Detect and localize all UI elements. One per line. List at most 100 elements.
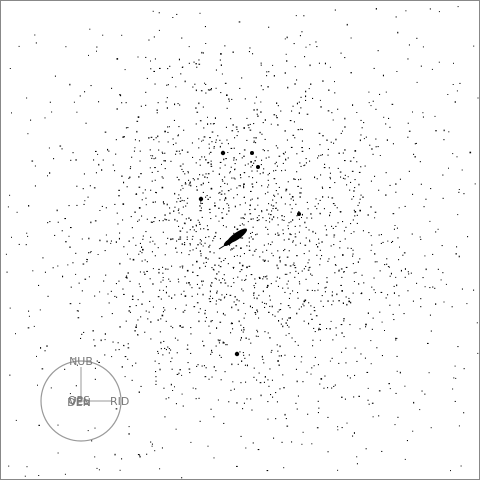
star — [328, 258, 330, 260]
star — [162, 272, 164, 274]
star — [250, 342, 252, 344]
star — [211, 267, 213, 269]
star — [157, 319, 159, 321]
star — [358, 395, 360, 397]
star — [324, 225, 326, 227]
star — [294, 236, 297, 238]
star — [175, 142, 177, 144]
star — [75, 159, 77, 161]
star — [264, 306, 266, 308]
compass-center-label-3: OPS — [68, 394, 90, 407]
star — [218, 279, 220, 281]
star — [236, 465, 238, 467]
star — [231, 248, 233, 250]
star — [192, 235, 194, 237]
star — [141, 252, 143, 254]
star — [253, 162, 255, 164]
star — [200, 243, 202, 245]
star — [158, 363, 160, 365]
star — [88, 276, 90, 278]
star — [414, 156, 416, 158]
star — [389, 388, 391, 390]
star — [338, 269, 340, 271]
star — [188, 368, 191, 370]
star — [324, 291, 326, 293]
star — [140, 105, 142, 107]
star — [442, 272, 444, 274]
star — [238, 21, 241, 23]
star — [244, 357, 246, 359]
star — [308, 250, 310, 252]
star — [128, 426, 130, 428]
bright-star — [256, 165, 260, 169]
star — [243, 402, 245, 404]
star — [226, 94, 228, 96]
star — [52, 267, 54, 269]
star — [186, 348, 189, 350]
star — [254, 208, 256, 210]
star — [154, 243, 156, 245]
star — [333, 385, 335, 387]
star — [162, 289, 164, 291]
star — [412, 430, 414, 432]
star — [407, 58, 409, 60]
star — [201, 365, 203, 367]
star — [243, 253, 245, 255]
star — [179, 165, 182, 167]
star — [318, 242, 320, 244]
star — [349, 160, 352, 162]
star — [295, 15, 297, 17]
star — [200, 201, 202, 203]
star — [189, 243, 191, 245]
star — [179, 153, 181, 155]
star — [293, 121, 295, 123]
star — [176, 352, 178, 354]
star — [257, 115, 259, 117]
star — [202, 174, 204, 176]
star — [272, 205, 275, 207]
star — [422, 46, 424, 48]
star — [145, 91, 147, 93]
star — [389, 126, 391, 128]
star — [217, 339, 219, 341]
star — [123, 293, 125, 295]
star — [275, 190, 277, 192]
star — [422, 116, 424, 118]
star — [238, 185, 240, 187]
star — [76, 364, 78, 366]
star — [370, 363, 372, 365]
star — [185, 304, 187, 306]
star — [304, 164, 306, 166]
star — [422, 112, 424, 114]
star — [218, 340, 220, 342]
star — [218, 257, 221, 259]
star — [178, 281, 180, 283]
star — [118, 195, 120, 197]
central-object[interactable] — [218, 226, 249, 250]
star — [286, 324, 288, 326]
star — [216, 292, 218, 294]
star — [354, 215, 356, 217]
star — [335, 264, 337, 266]
star — [239, 153, 241, 155]
star — [308, 322, 310, 325]
star — [131, 227, 133, 229]
star — [296, 255, 298, 257]
star — [163, 387, 165, 389]
star — [340, 176, 342, 178]
star — [256, 329, 258, 331]
star — [332, 119, 334, 121]
star — [289, 293, 291, 295]
star — [448, 167, 449, 169]
star — [104, 339, 106, 341]
star — [318, 238, 320, 240]
star — [124, 356, 127, 358]
star — [185, 218, 187, 220]
star — [300, 128, 302, 130]
star — [176, 201, 178, 203]
star — [219, 321, 222, 323]
star — [264, 331, 266, 333]
star — [229, 172, 231, 174]
